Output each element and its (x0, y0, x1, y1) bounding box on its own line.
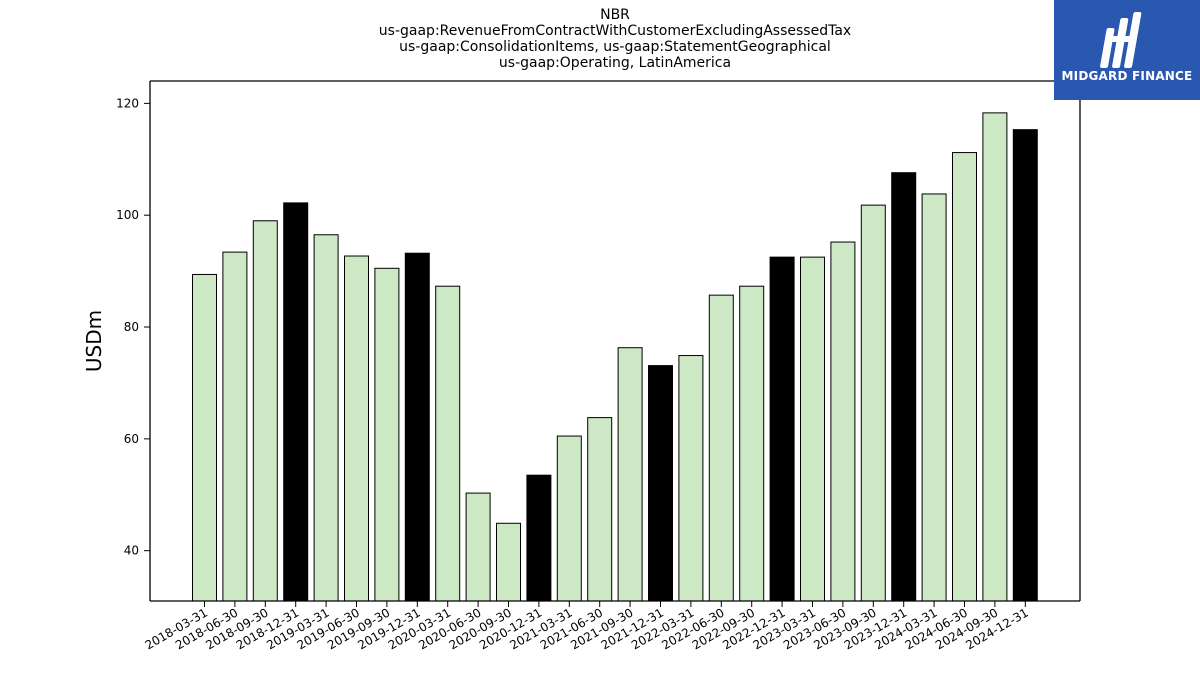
bar (222, 251, 248, 602)
logo-text: MIDGARD FINANCE (1061, 69, 1193, 83)
bar (526, 474, 552, 602)
bar (921, 193, 947, 602)
chart-title-members: us-gaap:Operating, LatinAmerica (498, 55, 732, 71)
bar (556, 435, 582, 602)
chart-title-axes: us-gaap:ConsolidationItems, us-gaap:Stat… (399, 39, 831, 55)
y-tick-label: 40 (124, 544, 139, 558)
bar (617, 347, 643, 602)
y-tick-label: 120 (116, 96, 139, 110)
bar (404, 252, 430, 602)
bar (313, 234, 339, 602)
y-axis-label: USDm (82, 310, 106, 372)
bar (739, 285, 765, 602)
bar (465, 492, 491, 602)
chart-title-concept: us-gaap:RevenueFromContractWithCustomerE… (378, 23, 852, 39)
y-tick-label: 80 (124, 320, 139, 334)
bar (708, 294, 734, 602)
bar (830, 241, 856, 602)
bar (435, 285, 461, 602)
midgard-logo-icon (1100, 12, 1142, 68)
midgard-finance-logo: MIDGARD FINANCE (1054, 0, 1200, 100)
y-tick-label: 100 (116, 208, 139, 222)
bar (952, 152, 977, 602)
chart-title-ticker: NBR (600, 7, 630, 23)
y-tick-label: 60 (124, 432, 139, 446)
bar (891, 172, 917, 602)
bar (860, 204, 886, 602)
bar (982, 112, 1008, 602)
bar (800, 256, 825, 602)
bar (769, 256, 795, 602)
bar (374, 267, 400, 602)
bar (283, 202, 309, 602)
bar (252, 220, 278, 602)
bar (192, 273, 217, 602)
bar (678, 355, 704, 602)
bar (587, 417, 613, 602)
bar (496, 522, 521, 602)
bar (344, 255, 369, 602)
bar (1012, 129, 1038, 602)
bar (648, 365, 673, 602)
